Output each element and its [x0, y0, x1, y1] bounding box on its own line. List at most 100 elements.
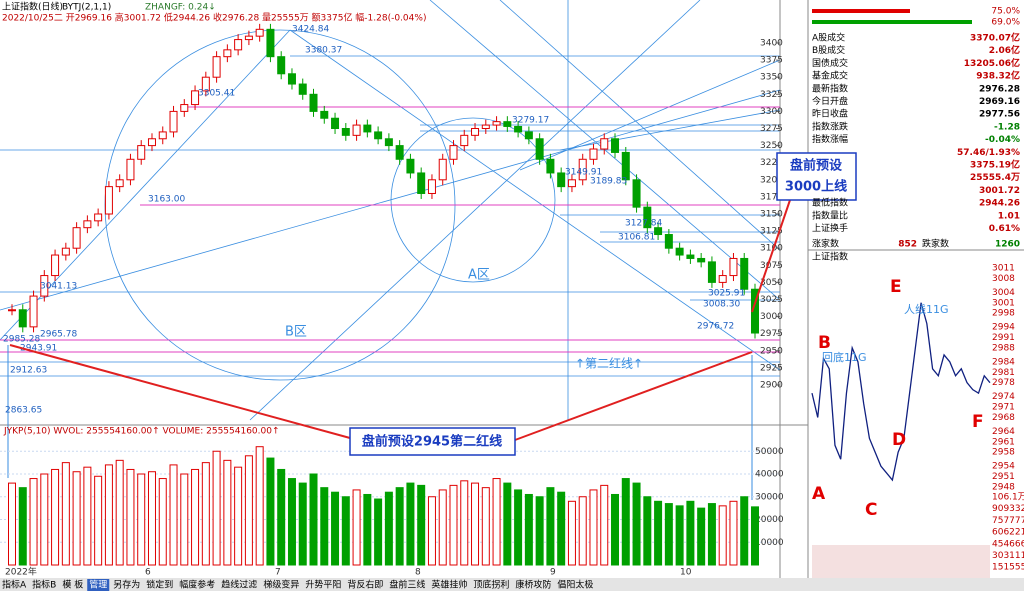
callout-lines [9, 199, 791, 441]
volume-bar [320, 487, 329, 566]
volume-bar [557, 491, 566, 566]
candle [374, 131, 383, 140]
candle [331, 117, 340, 129]
toolbar-tab[interactable]: 康桥攻防 [515, 579, 551, 591]
stat-value: 3001.72 [979, 186, 1020, 196]
toolbar-tab[interactable]: 幅度参考 [179, 579, 215, 591]
volume-bar [438, 489, 447, 566]
volume-bar [234, 466, 243, 566]
y-tick-label: 2974 [992, 392, 1015, 402]
price-annotation: 2863.65 [5, 406, 42, 416]
price-annotation: 2912.63 [10, 366, 47, 376]
price-annotation: 3149.91 [565, 168, 602, 178]
y-tick-label: 2954 [992, 462, 1015, 472]
candle [169, 110, 178, 133]
y-tick-label: 3175 [760, 192, 783, 202]
stat-value: 852 [898, 240, 917, 250]
stat-value: 57.46/1.93% [957, 148, 1020, 158]
candle [481, 124, 490, 130]
stat-value: 3370.07亿 [970, 32, 1020, 44]
volume-bar [29, 478, 38, 566]
bar-green [812, 20, 972, 24]
candle [707, 261, 716, 283]
candle [40, 275, 49, 297]
volume-bar [201, 462, 210, 566]
candle [244, 35, 253, 41]
y-tick-label: 2978 [992, 378, 1015, 388]
volume-bar [40, 473, 49, 566]
volume-bar [427, 496, 436, 566]
y-tick-label: 303111 [992, 551, 1024, 561]
volume-bar [589, 489, 598, 566]
candle [158, 131, 167, 140]
toolbar-tab[interactable]: 英雄挂帅 [431, 579, 467, 591]
candle [729, 257, 738, 277]
toolbar-tab[interactable]: 趋线过滤 [221, 579, 257, 591]
candle [94, 213, 103, 222]
candle [427, 179, 436, 194]
y-tick-label: 909332 [992, 504, 1024, 514]
toolbar-tab[interactable]: 倡阳太极 [557, 579, 593, 591]
toolbar-tab[interactable]: 模 板 [62, 579, 83, 591]
y-tick-label: 606221 [992, 528, 1024, 538]
volume-bar [514, 489, 523, 566]
y-tick-label: 3011 [992, 264, 1015, 274]
candle [320, 110, 329, 119]
volume-bar [718, 505, 727, 566]
point-letter: F [972, 412, 984, 432]
y-tick-label: 2998 [992, 309, 1015, 319]
point-letter: B [818, 333, 831, 353]
label: ZHANGF: 0.24↓ [145, 3, 216, 13]
toolbar-tab[interactable]: 管理 [89, 579, 107, 591]
candle [234, 39, 243, 51]
candle [147, 138, 156, 147]
toolbar-tab[interactable]: 另存为 [113, 579, 140, 591]
drawing-tools [0, 0, 781, 421]
intraday-title: 上证指数 [812, 251, 848, 263]
x-tick-label: 10 [680, 568, 692, 578]
candle [675, 247, 684, 256]
label: 上证指数(日线) [2, 1, 63, 13]
toolbar-tab[interactable]: 梯级变异 [263, 579, 299, 591]
volume-bar [158, 478, 167, 566]
point-letter: C [865, 500, 877, 520]
volume-bar [72, 471, 81, 566]
candle [471, 128, 480, 136]
candle [287, 73, 296, 85]
y-tick-label: 3008 [992, 274, 1015, 284]
price-annotation: 2985.28 [3, 335, 40, 345]
y-tick-label: 3150 [760, 210, 783, 220]
candle [29, 295, 38, 328]
toolbar-tab[interactable]: 顶底拐利 [473, 579, 509, 591]
volume-bar [621, 478, 630, 566]
stat-label: 昨日收盘 [812, 108, 848, 120]
toolbar-tab[interactable]: 指标B [32, 579, 56, 591]
toolbar-tab[interactable]: 指标A [2, 579, 27, 591]
volume-bar [471, 482, 480, 566]
price-annotation: 3305.41 [198, 89, 235, 99]
stat-value: 2977.56 [979, 110, 1020, 120]
toolbar-tab[interactable]: 背反右即 [347, 579, 383, 591]
stat-label: 国债成交 [812, 57, 848, 69]
toolbar-tab[interactable]: 盘前三线 [389, 579, 425, 591]
y-tick-label: 2964 [992, 427, 1015, 437]
candle [654, 227, 663, 236]
volume-bar [664, 503, 673, 566]
toolbar-tab[interactable]: 锁定到 [146, 579, 173, 591]
volume-bar [223, 459, 232, 566]
stat-label: 指数涨幅 [812, 133, 848, 145]
price-annotation: 3008.30 [703, 300, 740, 310]
volume-bar [546, 487, 555, 566]
volume-bar [611, 493, 620, 566]
candle [363, 124, 372, 133]
candle [718, 275, 727, 283]
x-tick-label: 9 [550, 568, 556, 578]
price-annotation: 3424.84 [292, 25, 329, 35]
y-tick-label: 3000 [760, 312, 783, 322]
second-red-line: ↑第二红线↑ [575, 356, 643, 371]
bar-value: 69.0% [991, 18, 1020, 28]
toolbar-tab[interactable]: 升势平阳 [305, 579, 341, 591]
candle [255, 28, 264, 37]
y-tick-label: 3025 [760, 295, 783, 305]
stat-value: 2976.28 [979, 84, 1020, 94]
